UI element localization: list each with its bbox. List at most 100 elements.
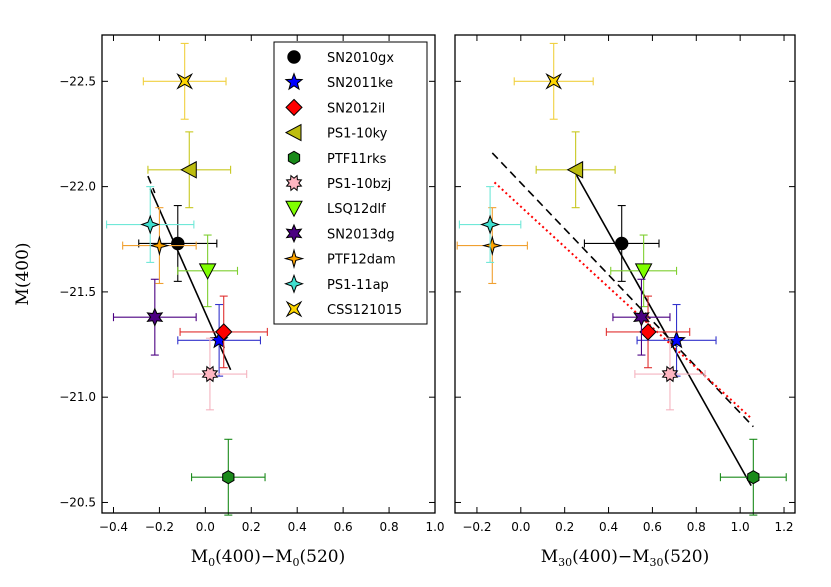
left-plot-frame [101, 34, 436, 514]
lsq12dlf-marker [634, 263, 653, 280]
right-fit-line-solid [572, 169, 752, 487]
left-panel: −0.4 −0.2 0.0 0.2 0.4 0.6 0.8 1.0 −20.5 −21.0 −21.… [13, 34, 445, 569]
legend-label: SN2012il [327, 101, 385, 116]
left-ytick-label: −22.5 [59, 74, 96, 88]
sn2013dg-legend-marker [285, 223, 303, 244]
legend-label: PS1-11ap [327, 278, 389, 293]
left-ytick-label: −21.0 [59, 390, 96, 404]
left-point-ps1-10bzj [172, 337, 248, 411]
right-point-ps1-11ap [458, 186, 522, 263]
legend-box [273, 41, 428, 325]
sn2010gx-marker [615, 236, 629, 251]
legend-entry-ps1-11ap: PS1-11ap [284, 273, 389, 294]
ps1-11ap-marker [140, 214, 161, 235]
left-point-ptf12dam [122, 207, 197, 285]
sn2012il-marker [215, 323, 233, 341]
right-xtick-label: 0.6 [643, 520, 662, 534]
right-xtick-label: 1.0 [731, 520, 750, 534]
css121015-marker [545, 72, 563, 90]
legend-entry-ps1-10ky: PS1-10ky [284, 123, 388, 142]
left-xtick-label: −0.2 [145, 520, 174, 534]
right-xtick-label: 0.4 [599, 520, 618, 534]
right-xtick-label: −0.2 [462, 520, 491, 534]
legend-entry-sn2011ke: SN2011ke [284, 72, 393, 91]
legend-label: PS1-10ky [327, 127, 388, 142]
legend-entry-ptf12dam: PTF12dam [283, 248, 396, 269]
right-xlabel: M30(400)−M30(520) [541, 547, 710, 569]
right-point-ps1-10ky [535, 131, 616, 209]
legend-label: SN2013dg [327, 227, 395, 242]
legend-label: SN2011ke [327, 76, 393, 91]
right-fit-line-dashed [491, 152, 754, 428]
left-xtick-label: 1.0 [425, 520, 444, 534]
legend-label: CSS121015 [327, 303, 402, 318]
right-point-ptf12dam [456, 207, 528, 285]
legend-label: SN2010gx [327, 51, 394, 66]
ps1-10ky-legend-marker [284, 123, 302, 142]
legend-label: PTF11rks [327, 152, 387, 167]
lsq12dlf-legend-marker [285, 200, 303, 218]
left-point-ps1-11ap [106, 186, 195, 263]
ptf11rks-marker [747, 470, 760, 485]
left-point-ptf11rks [191, 438, 266, 516]
left-ylabel: M(400) [13, 242, 33, 305]
css121015-marker [176, 72, 194, 90]
right-point-sn2012il [605, 295, 691, 369]
sn2010gx-marker [171, 236, 185, 251]
left-ticks: −0.4 −0.2 0.0 0.2 0.4 0.6 0.8 1.0 −20.5 −21.0 −21.… [59, 35, 445, 534]
sn2013dg-marker [146, 307, 164, 327]
ps1-11ap-legend-marker [284, 273, 304, 294]
right-fit-lines [491, 152, 754, 487]
left-data-points [106, 42, 268, 516]
legend-entry-css121015: CSS121015 [285, 300, 402, 318]
ptf12dam-marker [481, 235, 503, 256]
legend-entry-ptf11rks: PTF11rks [287, 150, 387, 167]
legend-entry-ps1-10bzj: PS1-10bzj [285, 174, 391, 192]
legend: SN2010gx SN2011ke SN2012il PS1-10ky PTF11rks… [273, 41, 428, 325]
ps1-10bzj-marker [661, 365, 679, 383]
sn2012il-legend-marker [285, 98, 303, 117]
ptf11rks-marker [222, 470, 235, 485]
legend-label: PS1-10bzj [327, 177, 391, 192]
legend-label: PTF12dam [327, 253, 396, 268]
left-xtick-label: 0.0 [196, 520, 215, 534]
css121015-legend-marker [285, 300, 303, 318]
right-ticks: −0.2 0.0 0.2 0.4 0.6 0.8 1.0 1.2 [455, 35, 795, 534]
right-point-sn2011ke [636, 303, 717, 377]
left-xlabel: M0(400)−M0(520) [191, 547, 346, 569]
ptf11rks-legend-marker [287, 150, 301, 165]
legend-entry-sn2012il: SN2012il [285, 98, 385, 117]
ps1-11ap-marker [480, 214, 501, 235]
right-point-ps1-10bzj [634, 337, 706, 411]
left-point-css121015 [142, 42, 227, 120]
left-xtick-label: 0.4 [288, 520, 307, 534]
right-data-points [456, 42, 787, 516]
sn2010gx-legend-marker [287, 50, 301, 64]
sn2011ke-marker [667, 330, 686, 349]
right-fit-line-dotted [493, 181, 752, 419]
right-panel: −0.2 0.0 0.2 0.4 0.6 0.8 1.0 1.2 M30(400)−M30(5… [454, 34, 796, 569]
right-plot-frame [454, 34, 796, 514]
right-point-css121015 [513, 42, 594, 120]
right-point-sn2013dg [612, 278, 671, 356]
right-xtick-label: 0.0 [511, 520, 530, 534]
right-point-sn2010gx [583, 205, 660, 282]
ps1-10ky-marker [180, 160, 197, 179]
right-point-lsq12dlf [610, 234, 678, 308]
left-fit-line-dashed [147, 175, 156, 194]
legend-entries: SN2010gx SN2011ke SN2012il PS1-10ky PTF11rks… [283, 50, 402, 318]
ps1-10ky-marker [566, 160, 584, 179]
right-xtick-label: 1.2 [774, 520, 793, 534]
ptf12dam-marker [149, 235, 170, 256]
left-point-sn2013dg [112, 278, 197, 356]
left-xtick-label: −0.4 [99, 520, 128, 534]
sn2012il-marker [639, 323, 657, 341]
legend-entry-sn2013dg: SN2013dg [285, 223, 395, 244]
legend-label: LSQ12dlf [327, 202, 386, 217]
ps1-10bzj-legend-marker [285, 174, 303, 192]
legend-entry-lsq12dlf: LSQ12dlf [285, 200, 386, 218]
left-ytick-label: −20.5 [59, 495, 96, 509]
left-point-sn2012il [179, 295, 268, 369]
left-xtick-label: 0.2 [242, 520, 261, 534]
